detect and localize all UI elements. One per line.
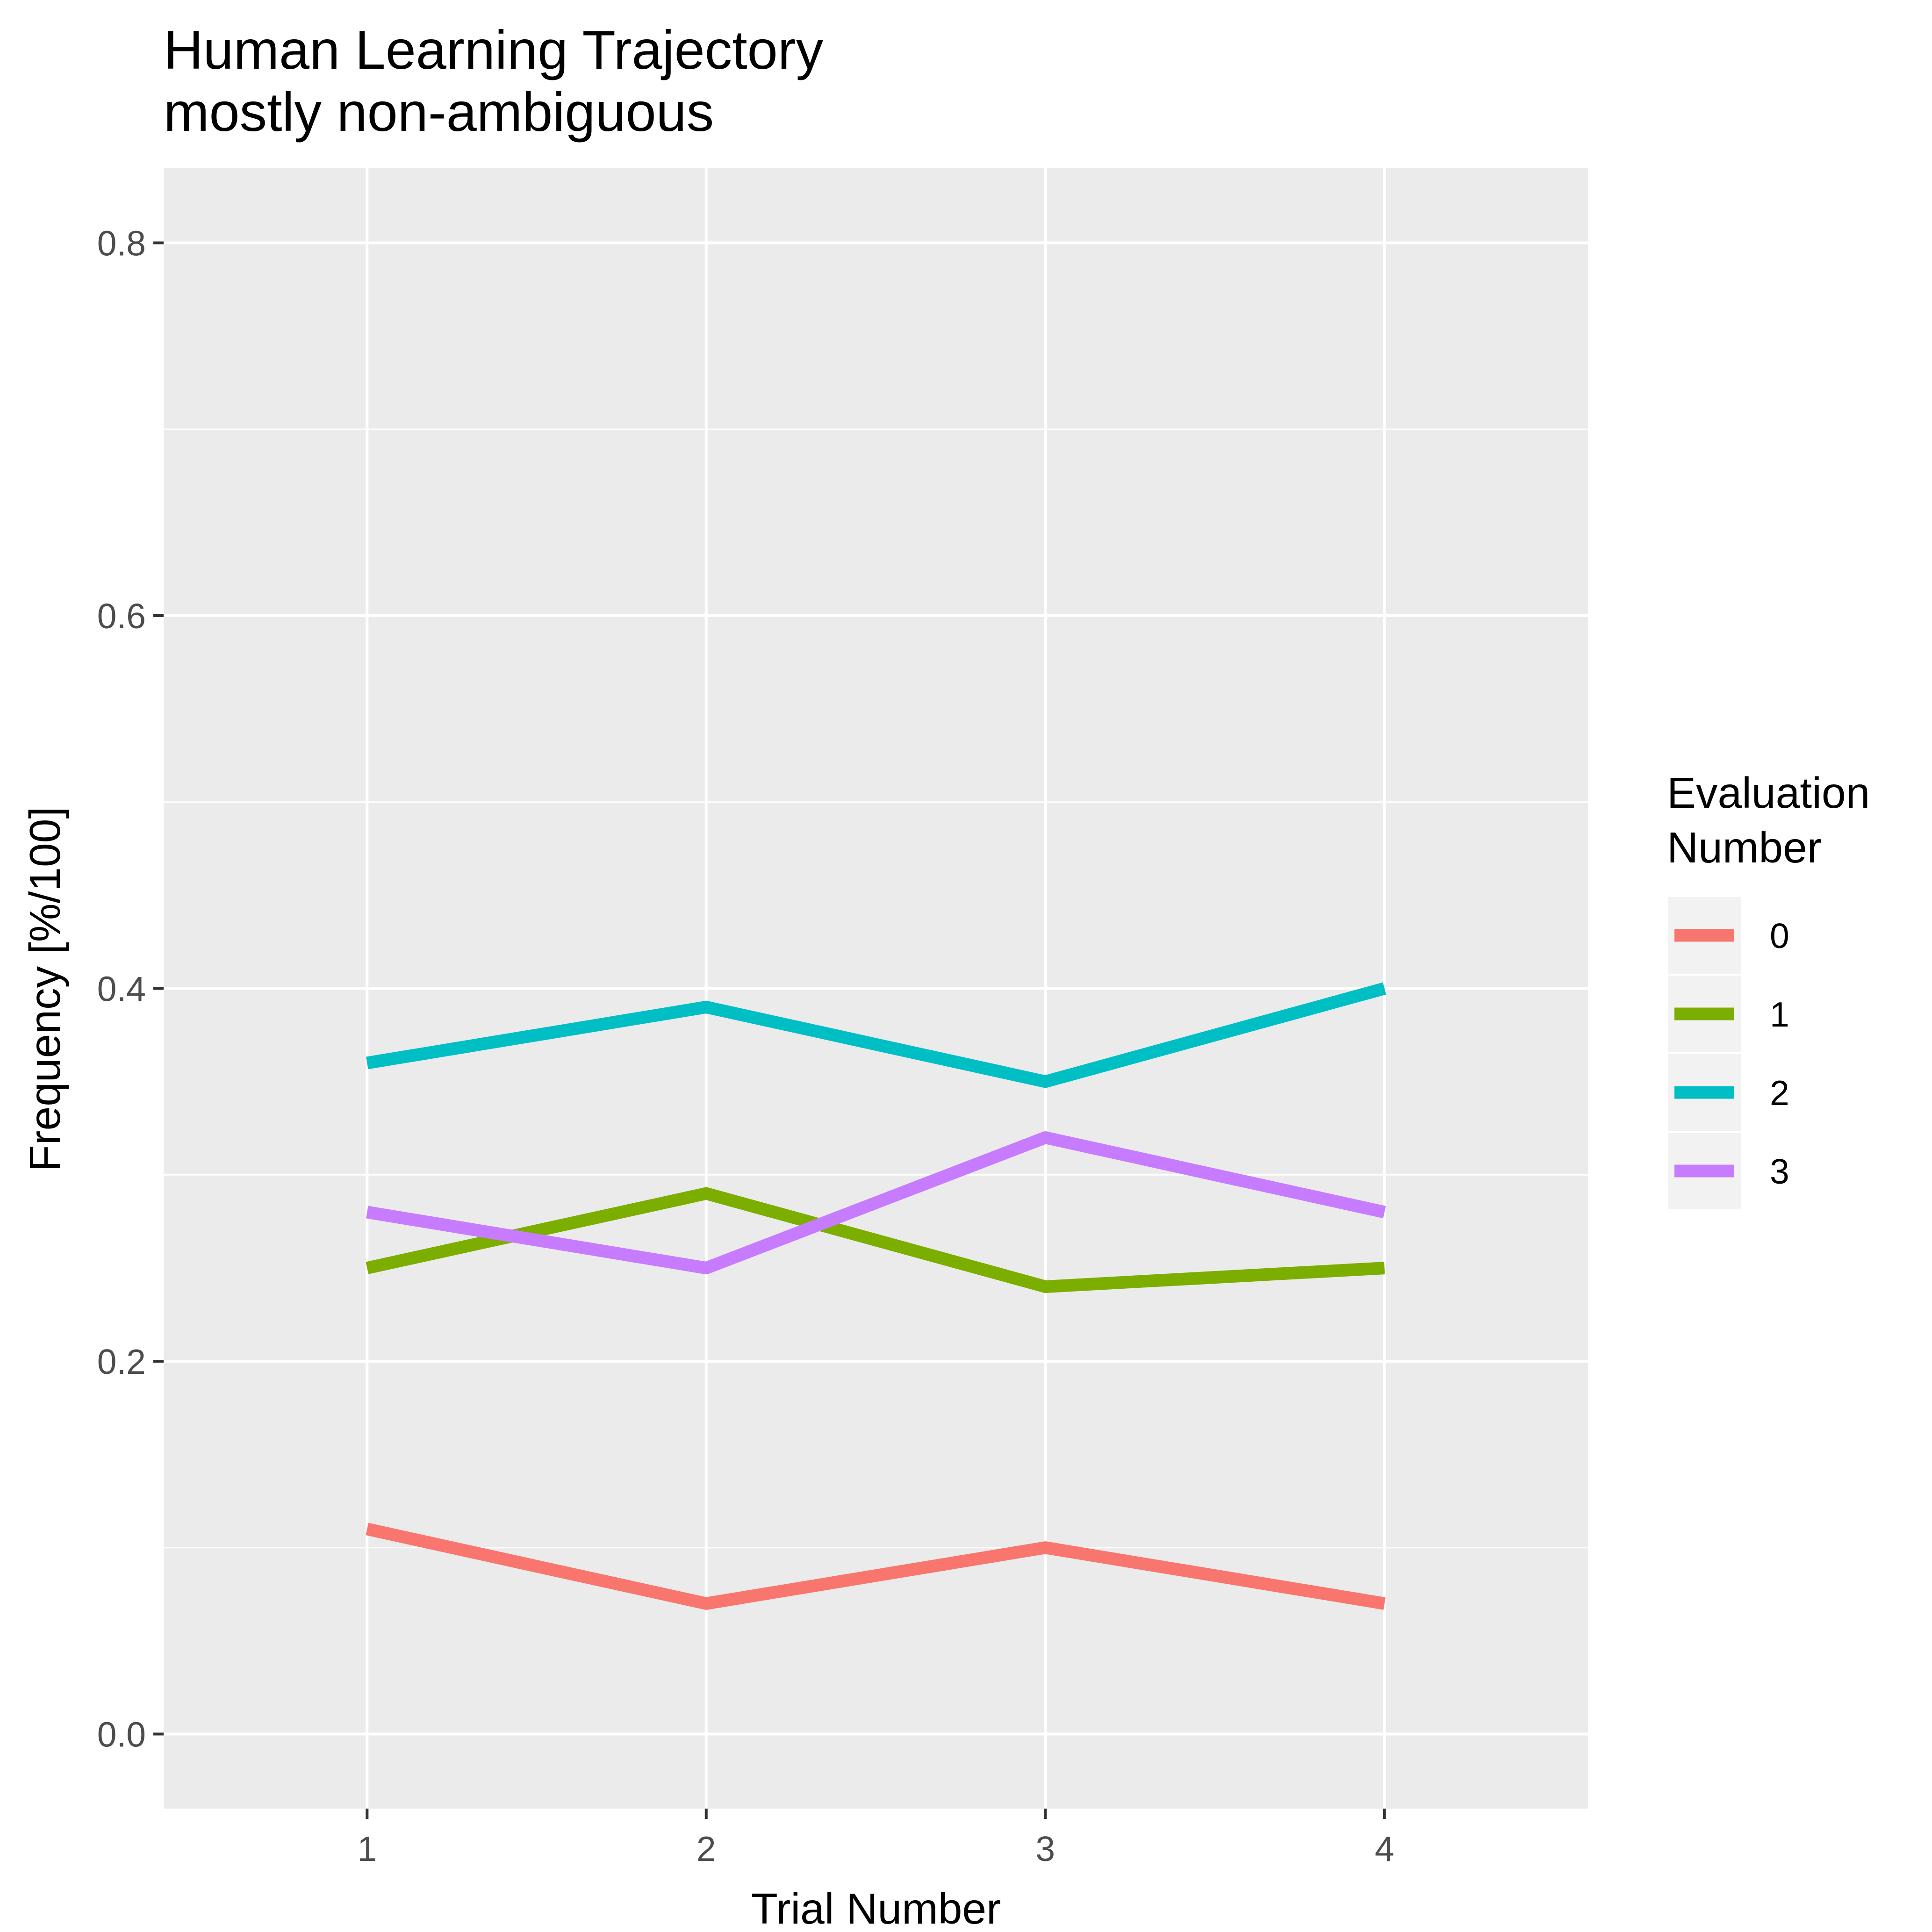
legend: Evaluation Number 0 1 2 3	[1666, 768, 1870, 1211]
x-tick-label: 1	[357, 1829, 377, 1868]
y-axis-title: Frequency [%/100]	[21, 807, 69, 1172]
legend-item-3: 3	[1666, 1131, 1789, 1211]
legend-title-line-2: Number	[1667, 823, 1822, 872]
legend-label: 2	[1770, 1073, 1789, 1113]
x-tick-label: 2	[697, 1829, 716, 1868]
series-line-2	[366, 982, 1386, 1088]
x-axis-title: Trial Number	[751, 1884, 1001, 1932]
legend-items: 0 1 2 3	[1666, 895, 1789, 1211]
chart-subtitle: mostly non-ambiguous	[164, 81, 714, 143]
series-line-1	[366, 1187, 1385, 1293]
y-tick-label: 0.6	[97, 596, 146, 636]
x-tick-label: 3	[1035, 1829, 1055, 1868]
axes: 0.0 0.2 0.4 0.6 0.8 1 2 3 4	[97, 224, 1394, 1869]
y-tick-label: 0.4	[97, 970, 146, 1009]
x-tick-label: 4	[1375, 1829, 1394, 1868]
legend-label: 0	[1770, 916, 1789, 955]
legend-item-0: 0	[1666, 895, 1789, 976]
legend-item-1: 1	[1666, 974, 1789, 1054]
series-line-0	[366, 1523, 1386, 1610]
y-tick-label: 0.2	[97, 1342, 146, 1381]
series-lines	[366, 982, 1386, 1610]
legend-title-line-1: Evaluation	[1667, 768, 1870, 817]
grid-lines	[164, 168, 1588, 1809]
series-line-3	[366, 1131, 1386, 1275]
legend-item-2: 2	[1666, 1052, 1789, 1133]
legend-label: 1	[1770, 995, 1789, 1034]
chart-title: Human Learning Trajectory	[164, 19, 824, 80]
y-tick-label: 0.8	[97, 224, 146, 263]
y-tick-label: 0.0	[97, 1715, 146, 1754]
legend-label: 3	[1770, 1152, 1789, 1191]
